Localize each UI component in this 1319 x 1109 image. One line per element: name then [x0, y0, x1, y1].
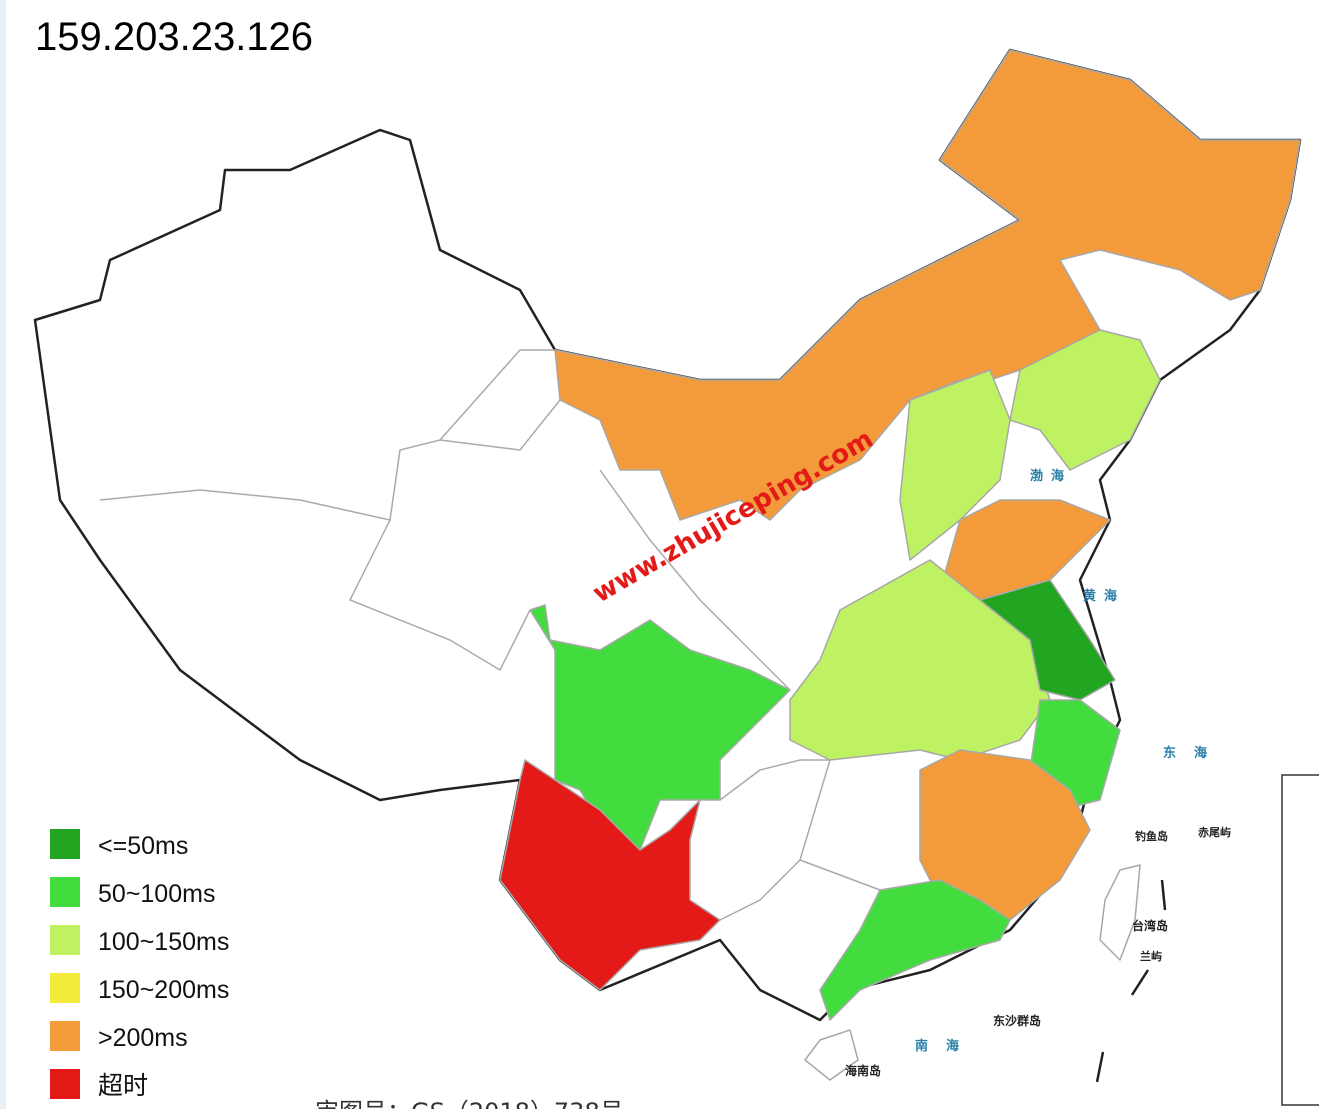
legend-label: 超时: [98, 1072, 148, 1100]
province-region: [499, 759, 721, 991]
legend-swatch: [50, 877, 80, 907]
map-label: 渤海: [1030, 468, 1072, 484]
legend-swatch: [50, 925, 80, 955]
map-label: 东海: [1163, 745, 1225, 761]
map-label: 赤尾屿: [1198, 825, 1231, 839]
province-region: [554, 49, 1301, 521]
province-region: [979, 579, 1116, 701]
map-label: 兰屿: [1140, 949, 1162, 963]
legend: <=50ms 50~100ms 100~150ms 150~200ms >200ms 超时: [50, 829, 229, 1100]
map-label: 东沙群岛: [993, 1013, 1041, 1028]
map-label: 钓鱼岛: [1135, 829, 1168, 843]
legend-label: 100~150ms: [98, 928, 229, 956]
province-region: [1009, 329, 1161, 471]
legend-swatch: [50, 1021, 80, 1051]
map-label: 南海: [915, 1038, 977, 1054]
province-region: [529, 604, 791, 851]
boundary-dashes: [1095, 879, 1167, 1083]
legend-label: >200ms: [98, 1024, 188, 1052]
legend-swatch: [50, 973, 80, 1003]
legend-swatch: [50, 1069, 80, 1099]
provinces: [499, 49, 1301, 1081]
approval-number: 审图号：GS（2018）738号: [315, 1098, 624, 1109]
map-label: 黄海: [1083, 588, 1125, 604]
legend-label: 50~100ms: [98, 880, 215, 908]
title: 159.203.23.126: [35, 15, 313, 59]
province-region: [899, 369, 1011, 561]
legend-swatch: [50, 829, 80, 859]
map-label: 台湾岛: [1132, 918, 1168, 933]
map-label: 海南岛: [845, 1063, 881, 1078]
legend-label: 150~200ms: [98, 976, 229, 1004]
inset-box: [1281, 774, 1319, 1106]
province-borders: [99, 349, 881, 921]
province-region: [819, 879, 1011, 1021]
island: [1099, 864, 1141, 961]
island: [804, 1029, 859, 1081]
left-edge: [0, 0, 6, 1109]
legend-label: <=50ms: [98, 832, 188, 860]
